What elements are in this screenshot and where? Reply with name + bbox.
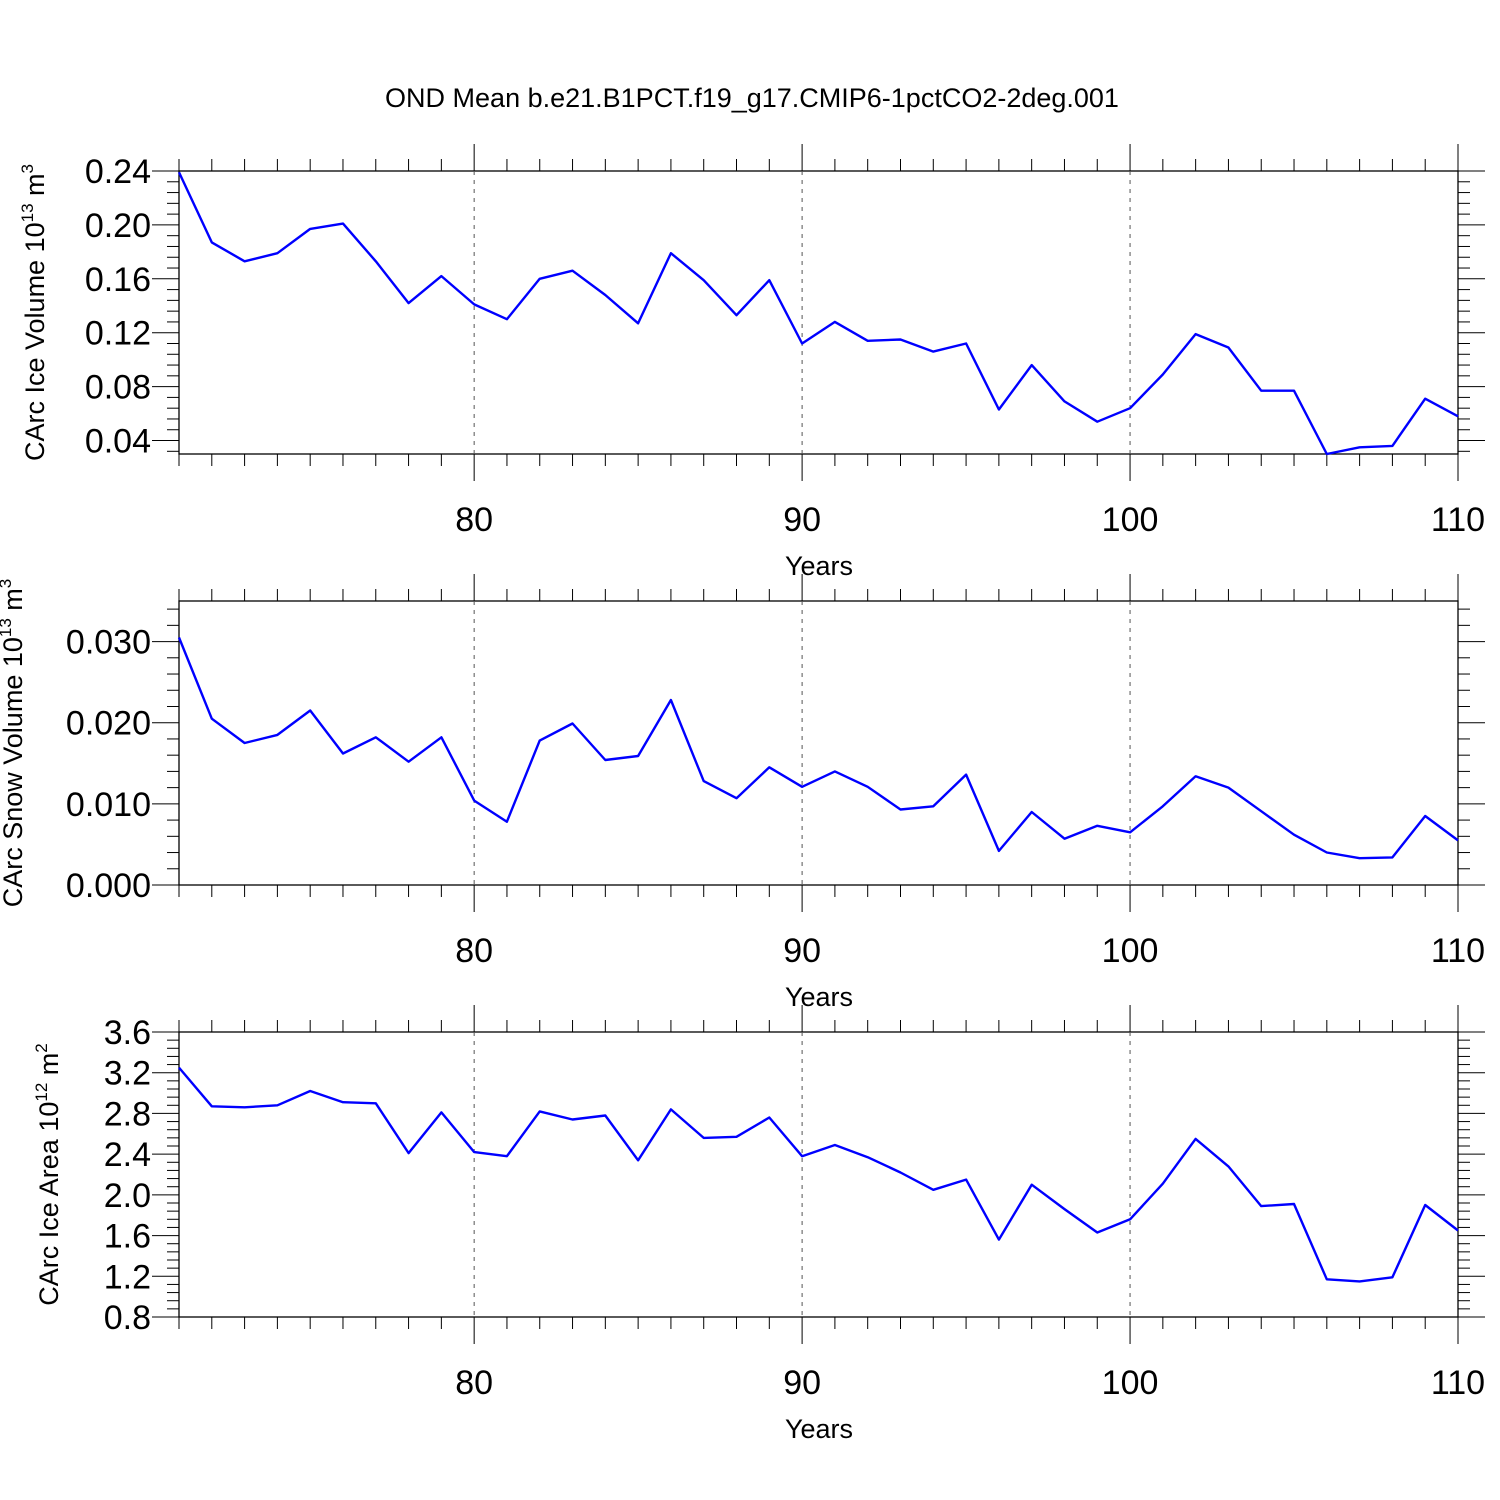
panel-3-y-tick-label: 2.0 — [104, 1177, 151, 1215]
panel-3-y-tick-label: 2.4 — [104, 1136, 151, 1174]
panel-2-series-line — [177, 637, 1459, 860]
panel-1-plot-frame — [178, 170, 1459, 455]
panel-1-y-tick-label: 0.24 — [85, 153, 151, 191]
panel-1-y-tick-label: 0.16 — [85, 261, 151, 299]
panel-1-y-tick-label: 0.12 — [85, 315, 151, 353]
panel-3-x-axis-title: Years — [785, 1414, 853, 1444]
panel-2-x-tick-label: 80 — [455, 932, 493, 970]
panel-1-series-line — [177, 171, 1459, 456]
panel-1-y-axis-title: CArc Ice Volume 1013 m3 — [18, 164, 50, 461]
panel-3-y-tick-label: 1.2 — [104, 1258, 151, 1296]
panel-3-x-tick-label: 80 — [455, 1364, 493, 1402]
panel-3-y-tick-label: 2.8 — [104, 1095, 151, 1133]
panel-3-y-tick-label: 3.6 — [104, 1014, 151, 1052]
panel-3-y-axis-title: CArc Ice Area 1012 m2 — [32, 1043, 64, 1306]
panel-1-x-axis-title: Years — [785, 551, 853, 581]
panel-2-y-tick-label: 0.010 — [66, 786, 151, 824]
panel-1: 0.04 0.08 0.12 0.16 0.20 0.24 80 90 100 110 Years C… — [18, 144, 1485, 581]
panel-2-y-tick-label: 0.000 — [66, 867, 151, 905]
panel-2-x-tick-label: 100 — [1102, 932, 1159, 970]
panel-2-y-tick-label: 0.020 — [66, 705, 151, 743]
panel-3-y-tick-label: 3.2 — [104, 1055, 151, 1093]
panel-2-y-tick-label: 0.030 — [66, 624, 151, 662]
panel-3-series-line — [178, 1066, 1459, 1283]
panel-2-x-tick-label: 110 — [1431, 932, 1485, 970]
panel-1-y-tick-label: 0.08 — [85, 369, 151, 407]
panel-1-y-tick-label: 0.04 — [85, 423, 151, 461]
panel-3: 0.81.21.62.02.42.83.23.6 80 90 100 110 Years C… — [32, 1005, 1485, 1444]
panel-3-x-tick-label: 100 — [1102, 1364, 1159, 1402]
panel-2-x-axis-title: Years — [785, 982, 853, 1012]
panel-2-y-axis-title: CArc Snow Volume 1013 m3 — [0, 579, 28, 908]
panel-2-plot-frame — [178, 600, 1459, 886]
panel-3-x-tick-label: 110 — [1431, 1364, 1485, 1402]
panel-1-x-tick-label: 110 — [1431, 501, 1485, 539]
main-title: OND Mean b.e21.B1PCT.f19_g17.CMIP6-1pctC… — [385, 83, 1119, 113]
panel-2: 0.000 0.010 0.020 0.030 80 90 100 110 Years CArc … — [0, 574, 1485, 1012]
panel-1-x-tick-label: 80 — [455, 501, 493, 539]
panel-3-plot-frame — [178, 1031, 1459, 1318]
panel-3-y-tick-label: 1.6 — [104, 1218, 151, 1256]
panel-1-x-tick-label: 90 — [783, 501, 821, 539]
panel-1-x-tick-label: 100 — [1102, 501, 1159, 539]
panel-3-x-tick-label: 90 — [783, 1364, 821, 1402]
panel-2-x-tick-label: 90 — [783, 932, 821, 970]
panel-3-y-tick-label: 0.8 — [104, 1299, 151, 1337]
panel-1-y-tick-label: 0.20 — [85, 207, 151, 245]
